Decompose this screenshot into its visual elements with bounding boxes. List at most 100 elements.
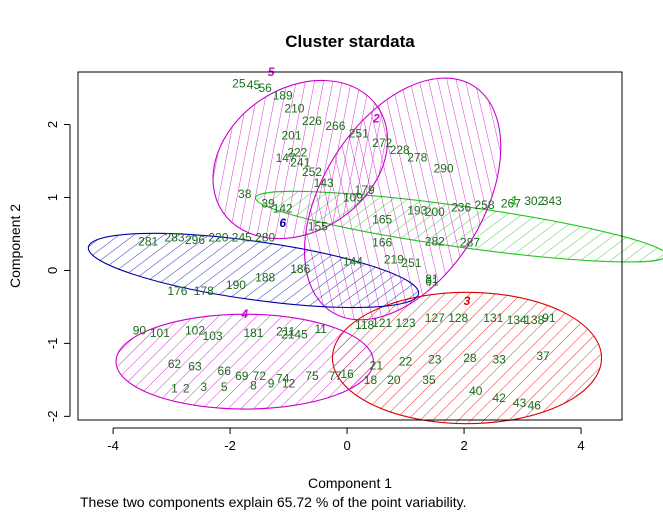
x-tick-label: 4 (577, 438, 584, 453)
point-label: 147 (276, 151, 296, 165)
point-label: 280 (255, 231, 275, 245)
point-label: 118 (355, 318, 374, 332)
point-label: 56 (259, 81, 273, 95)
point-label: 188 (255, 271, 275, 285)
point-label: 46 (528, 398, 542, 412)
point-label: 121 (372, 316, 392, 330)
chart-title: Cluster stardata (285, 32, 415, 51)
y-tick-label: 1 (45, 194, 60, 201)
y-tick-label: 2 (45, 121, 60, 128)
point-label: 245 (232, 231, 252, 245)
point-label: 40 (469, 384, 483, 398)
point-label: 343 (542, 194, 562, 208)
point-label: 282 (425, 234, 445, 248)
point-label: 25 (232, 77, 246, 91)
point-label: 296 (185, 233, 205, 247)
point-label: 81 (425, 272, 439, 286)
cluster-ellipse-4 (115, 313, 374, 410)
y-tick-label: -1 (45, 338, 60, 350)
point-label: 2145 (281, 328, 308, 342)
point-label: 109 (343, 190, 363, 204)
x-tick-label: -4 (107, 438, 119, 453)
point-label: 290 (434, 161, 454, 175)
y-axis-label: Component 2 (7, 204, 23, 288)
point-label: 72 (253, 369, 267, 383)
cluster-ellipses (87, 77, 663, 425)
point-label: 211 (276, 325, 295, 339)
point-label: 144 (343, 255, 363, 269)
point-label: 33 (492, 352, 506, 366)
point-label: 193 (407, 204, 427, 218)
point-label: 28 (463, 351, 477, 365)
point-label: 278 (407, 150, 427, 164)
point-label: 103 (203, 329, 223, 343)
point-label: 190 (226, 278, 246, 292)
point-label: 12 (282, 377, 296, 391)
point-label: 42 (492, 391, 506, 405)
point-label: 252 (302, 165, 322, 179)
point-label: 9 (268, 377, 275, 391)
cluster-ellipse-5 (212, 79, 389, 240)
point-label: 283 (165, 231, 185, 245)
point-label: 66 (218, 364, 232, 378)
point-label: 21 (370, 358, 384, 372)
x-tick-label: 2 (460, 438, 467, 453)
point-label: 16 (340, 367, 354, 381)
point-label: 127 (425, 311, 445, 325)
point-label: 20 (387, 373, 401, 387)
cluster-label-3: 3 (464, 294, 471, 308)
variability-caption: These two components explain 65.72 % of … (80, 494, 467, 510)
point-label: 23 (428, 352, 442, 366)
point-label: 2 (183, 382, 190, 396)
point-label: 251 (401, 256, 421, 270)
point-label: 143 (314, 176, 334, 190)
point-label: 35 (422, 373, 436, 387)
point-label: 101 (150, 326, 170, 340)
point-label: 11 (315, 322, 328, 336)
point-label: 39 (261, 196, 275, 210)
point-label: 62 (168, 357, 182, 371)
point-label: 267 (501, 196, 521, 210)
point-label: 210 (284, 101, 304, 115)
y-tick-label: 0 (45, 267, 60, 274)
x-tick-label: 0 (343, 438, 350, 453)
point-label: 165 (372, 212, 392, 226)
point-label: 3 (200, 380, 207, 394)
point-label: 1 (171, 382, 178, 396)
point-label: 181 (243, 326, 263, 340)
x-axis: -4 -2 0 2 4 (107, 427, 585, 453)
point-label: 131 (483, 311, 503, 325)
point-label: 63 (188, 360, 202, 374)
point-label: 228 (390, 143, 410, 157)
point-label: 220 (208, 231, 228, 245)
point-label: 201 (281, 128, 301, 142)
point-label: 302 (524, 194, 544, 208)
y-tick-label: -2 (45, 411, 60, 423)
point-label: 179 (355, 183, 375, 197)
point-label: 90 (133, 323, 147, 337)
point-label: 166 (372, 236, 392, 250)
x-tick-label: -2 (224, 438, 236, 453)
point-label: 258 (475, 198, 495, 212)
point-label: 69 (235, 369, 249, 383)
point-label: 287 (460, 236, 480, 250)
point-label: 37 (536, 349, 550, 363)
point-label: 200 (425, 205, 445, 219)
point-label: 134 (507, 313, 527, 327)
point-label: 75 (305, 369, 319, 383)
cluster-label-4: 4 (240, 307, 248, 321)
point-label: 222 (287, 145, 307, 159)
y-axis: -2 -1 0 1 2 (45, 121, 71, 423)
point-label: 241 (290, 155, 310, 169)
point-label: 128 (448, 311, 468, 325)
point-label: 138 (524, 313, 544, 327)
point-label: 226 (302, 114, 322, 128)
point-label: 43 (513, 396, 527, 410)
cluster-label-2: 2 (372, 112, 380, 126)
point-label: 5 (221, 380, 228, 394)
point-label: 18 (364, 373, 378, 387)
point-label: 236 (451, 201, 471, 215)
point-label: 178 (194, 284, 214, 298)
